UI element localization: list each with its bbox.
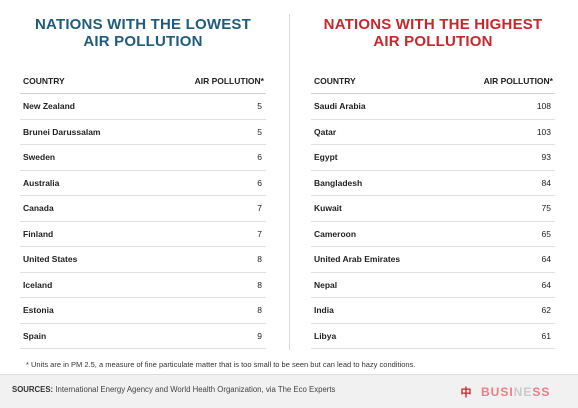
table-row: Bangladesh 84	[311, 171, 555, 196]
highest-table-body: Saudi Arabia 108 Qatar 103 Egypt 93 Banglad…	[311, 94, 555, 349]
sources-bar: SOURCES: International Energy Agency and…	[0, 374, 578, 408]
panel-divider	[289, 14, 290, 350]
table-row: Qatar 103	[311, 120, 555, 145]
table-row: United States 8	[20, 247, 266, 273]
watermark-mark: 中	[460, 387, 472, 399]
country-name: New Zealand	[23, 101, 75, 112]
highest-table-header: COUNTRY AIR POLLUTION*	[311, 68, 555, 94]
table-row: India 62	[311, 298, 555, 324]
table-row: Iceland 8	[20, 273, 266, 298]
table-row: Cameroon 65	[311, 222, 555, 247]
pollution-value: 5	[257, 126, 262, 137]
country-name: Egypt	[314, 152, 338, 163]
country-name: Saudi Arabia	[314, 101, 366, 112]
pollution-value: 8	[257, 279, 262, 290]
pollution-value: 7	[257, 203, 262, 214]
pollution-value: 8	[257, 254, 262, 265]
pollution-value: 6	[257, 177, 262, 188]
pollution-value: 75	[541, 203, 551, 214]
pollution-value: 8	[257, 305, 262, 316]
table-row: Libya 61	[311, 324, 555, 349]
country-name: Libya	[314, 330, 337, 341]
pollution-value: 7	[257, 228, 262, 239]
lowest-table-body: New Zealand 5 Brunei Darussalam 5 Sweden 6 …	[20, 94, 266, 349]
lowest-title: NATIONS WITH THE LOWEST AIR POLLUTION	[20, 0, 266, 64]
highest-pollution-panel: NATIONS WITH THE HIGHEST AIR POLLUTION C…	[311, 0, 555, 349]
pollution-value: 62	[541, 305, 551, 316]
country-name: Qatar	[314, 126, 337, 137]
pollution-value: 9	[257, 330, 262, 341]
pollution-value: 65	[541, 228, 551, 239]
pollution-value: 6	[257, 152, 262, 163]
col-country: COUNTRY	[23, 75, 65, 86]
table-row: Finland 7	[20, 222, 266, 247]
table-row: Kuwait 75	[311, 196, 555, 222]
country-name: Nepal	[314, 279, 338, 290]
table-row: New Zealand 5	[20, 94, 266, 120]
col-air-pollution: AIR POLLUTION*	[194, 75, 264, 86]
country-name: Sweden	[23, 152, 56, 163]
country-name: Iceland	[23, 279, 53, 290]
watermark-logo: 中 BUSINESS	[455, 379, 573, 405]
units-footnote: * Units are in PM 2.5, a measure of fine…	[26, 360, 416, 369]
table-row: United Arab Emirates 64	[311, 247, 555, 273]
country-name: United States	[23, 254, 78, 265]
country-name: Australia	[23, 177, 60, 188]
table-row: Saudi Arabia 108	[311, 94, 555, 120]
country-name: Kuwait	[314, 203, 342, 214]
pollution-value: 64	[541, 254, 551, 265]
sources-line: SOURCES: International Energy Agency and…	[12, 385, 335, 394]
lowest-title-line2: AIR POLLUTION	[83, 33, 203, 50]
pollution-value: 103	[536, 126, 551, 137]
sources-text: International Energy Agency and World He…	[55, 385, 336, 394]
country-name: Estonia	[23, 305, 54, 316]
sources-label: SOURCES:	[12, 385, 54, 394]
pollution-value: 84	[541, 177, 551, 188]
country-name: Cameroon	[314, 228, 357, 239]
highest-title-line2: AIR POLLUTION	[373, 33, 493, 50]
watermark-text: BUSINESS	[481, 385, 551, 399]
lowest-pollution-panel: NATIONS WITH THE LOWEST AIR POLLUTION CO…	[20, 0, 266, 349]
table-row: Egypt 93	[311, 145, 555, 171]
pollution-value: 93	[541, 152, 551, 163]
country-name: India	[314, 305, 334, 316]
highest-title-line1: NATIONS WITH THE HIGHEST	[323, 16, 543, 33]
table-row: Spain 9	[20, 324, 266, 349]
pollution-value: 64	[541, 279, 551, 290]
lowest-title-line1: NATIONS WITH THE LOWEST	[35, 16, 251, 33]
table-row: Estonia 8	[20, 298, 266, 324]
country-name: Finland	[23, 228, 54, 239]
country-name: Spain	[23, 330, 47, 341]
table-row: Nepal 64	[311, 273, 555, 298]
country-name: United Arab Emirates	[314, 254, 401, 265]
table-row: Brunei Darussalam 5	[20, 120, 266, 145]
table-row: Canada 7	[20, 196, 266, 222]
country-name: Bangladesh	[314, 177, 363, 188]
pollution-value: 61	[541, 330, 551, 341]
pollution-value: 108	[536, 101, 551, 112]
country-name: Brunei Darussalam	[23, 126, 101, 137]
table-row: Sweden 6	[20, 145, 266, 171]
col-country: COUNTRY	[314, 75, 356, 86]
lowest-table-header: COUNTRY AIR POLLUTION*	[20, 68, 266, 94]
table-row: Australia 6	[20, 171, 266, 196]
highest-title: NATIONS WITH THE HIGHEST AIR POLLUTION	[311, 0, 555, 64]
country-name: Canada	[23, 203, 54, 214]
col-air-pollution: AIR POLLUTION*	[483, 75, 553, 86]
pollution-value: 5	[257, 101, 262, 112]
